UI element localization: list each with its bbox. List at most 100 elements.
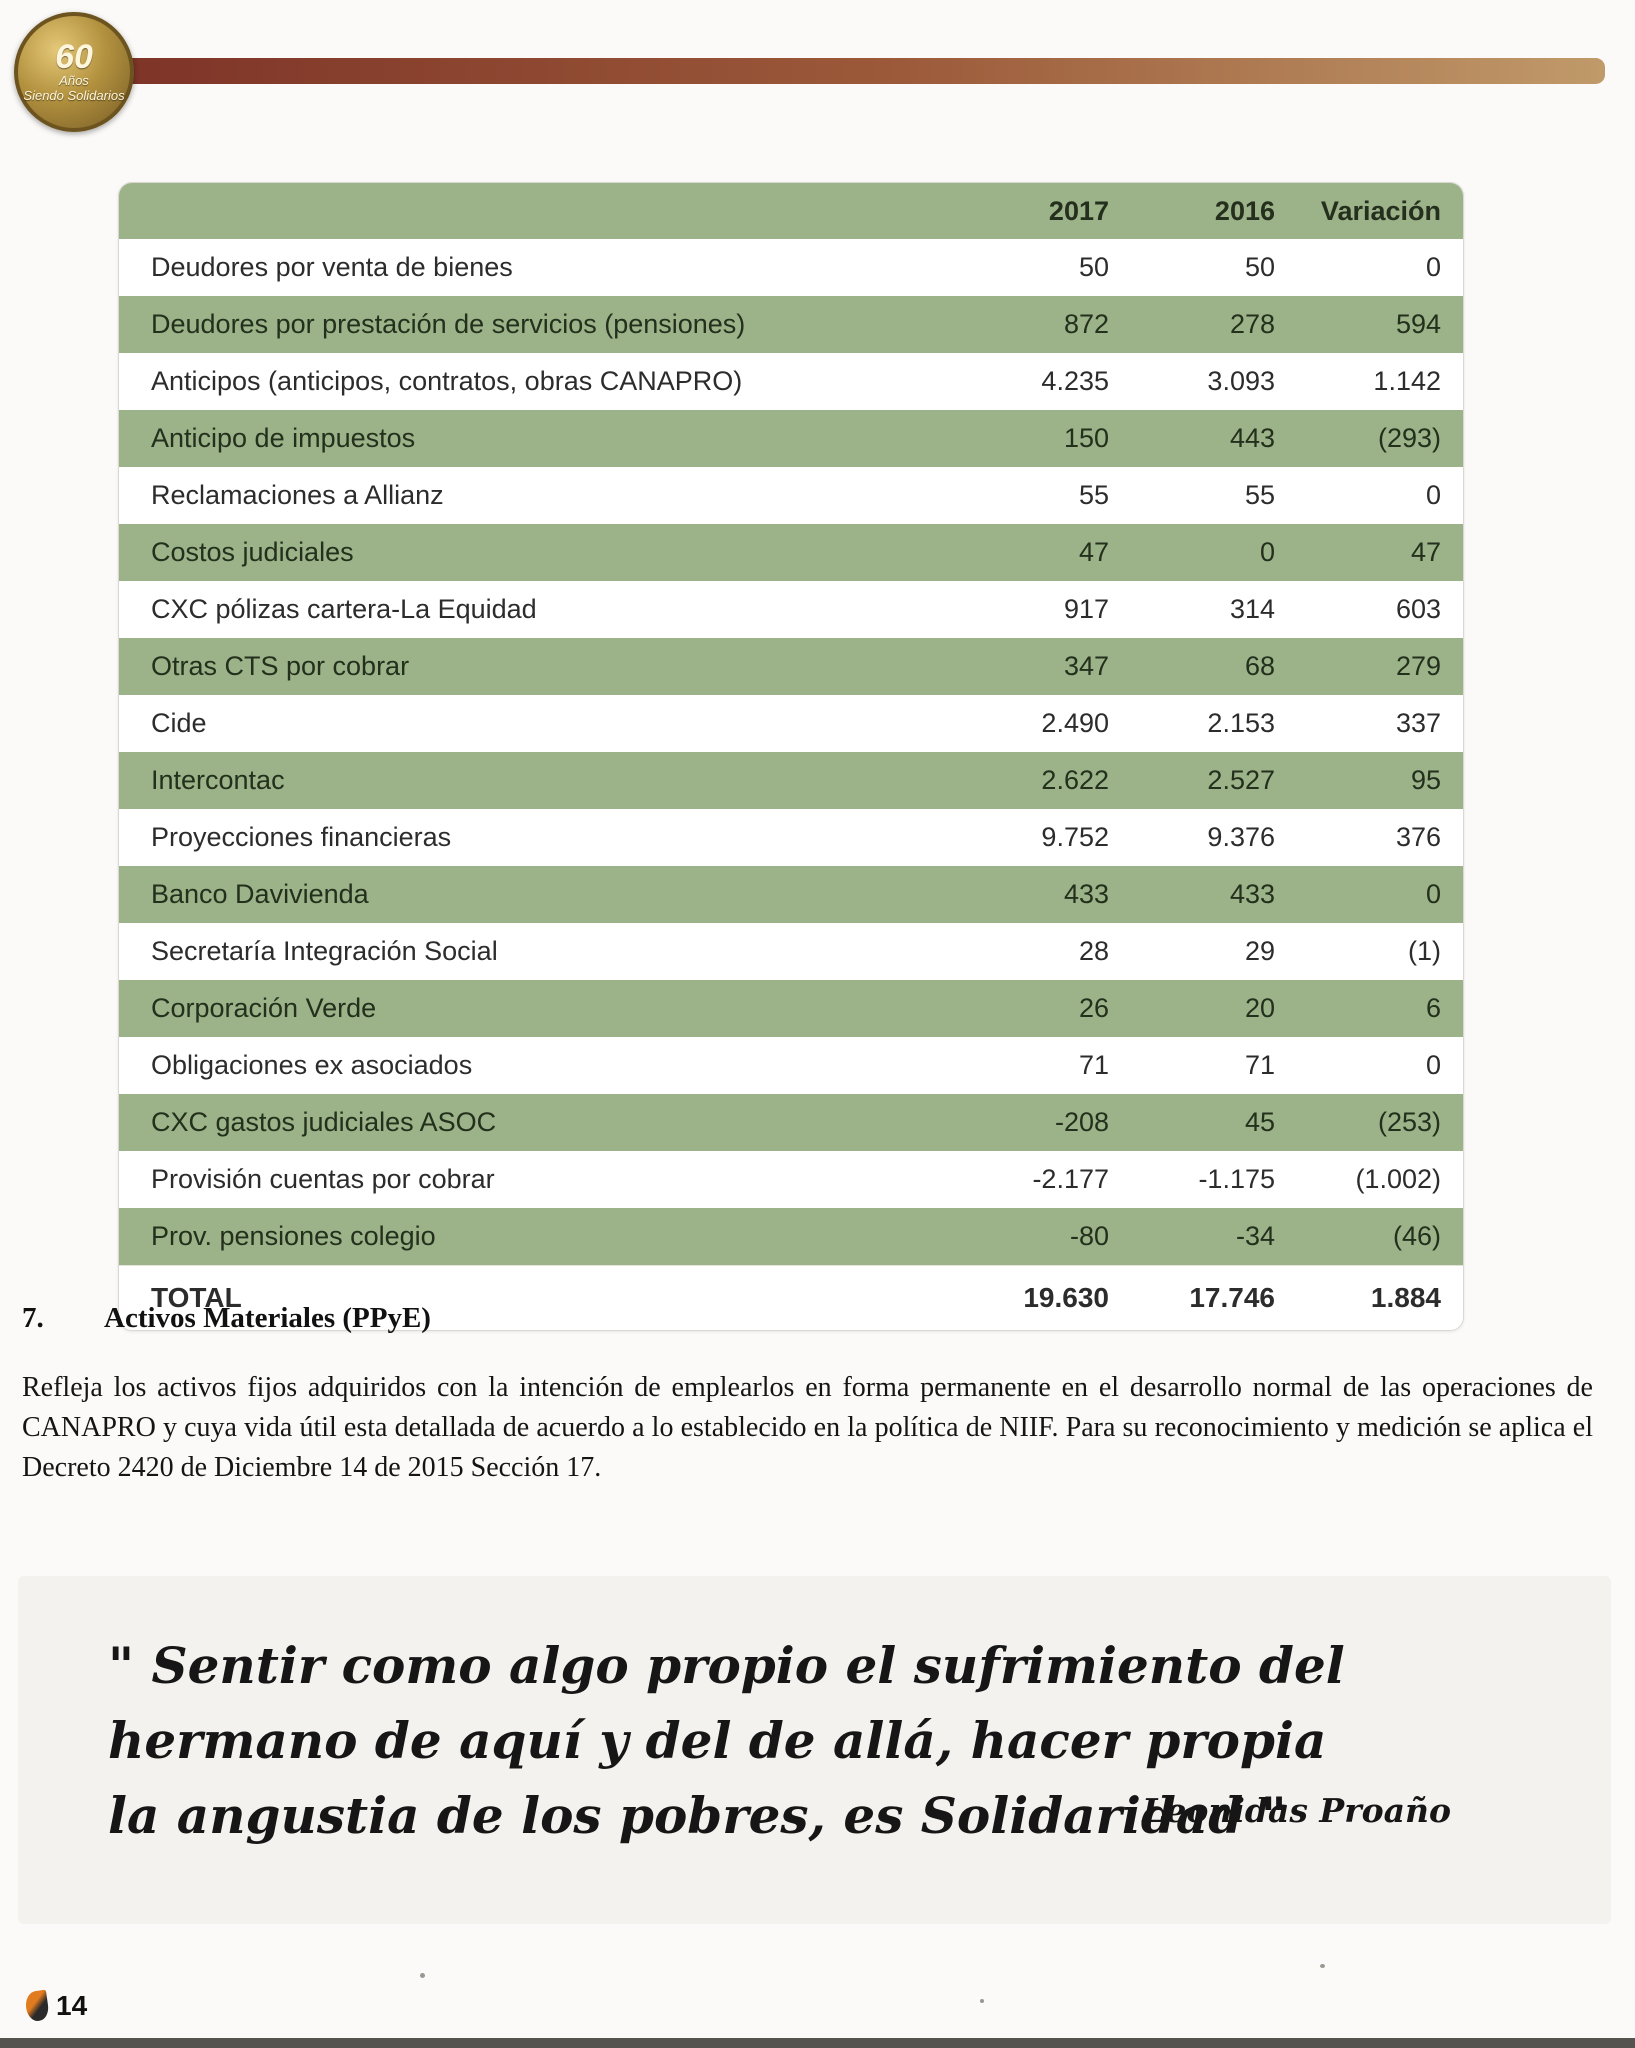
table-row: Provisión cuentas por cobrar -2.177 -1.1… — [119, 1151, 1463, 1208]
row-value-2016: 2.153 — [1207, 708, 1275, 738]
row-value-2017: -80 — [1069, 1221, 1109, 1251]
table-row: Costos judiciales 47 0 47 — [119, 524, 1463, 581]
table-total-row: TOTAL 19.630 17.746 1.884 — [119, 1265, 1463, 1330]
scan-speck — [420, 1973, 425, 1978]
total-2016: 17.746 — [1189, 1282, 1275, 1313]
quote-box: " Sentir como algo propio el sufrimiento… — [18, 1576, 1611, 1924]
row-value-2016: 20 — [1244, 993, 1275, 1023]
row-label: Anticipo de impuestos — [151, 423, 416, 453]
row-variation: 0 — [1425, 480, 1441, 510]
table-row: Cide 2.490 2.153 337 — [119, 695, 1463, 752]
table-row: CXC pólizas cartera-La Equidad 917 314 6… — [119, 581, 1463, 638]
row-value-2017: 47 — [1078, 537, 1109, 567]
header-2017: 2017 — [1048, 195, 1109, 226]
section-heading: 7. Activos Materiales (PPyE) — [22, 1302, 1595, 1335]
header-variacion: Variación — [1320, 195, 1441, 226]
row-value-2017: 50 — [1078, 252, 1109, 282]
scan-speck — [1320, 1964, 1325, 1968]
row-value-2016: -34 — [1235, 1221, 1275, 1251]
row-variation: 603 — [1395, 594, 1441, 624]
row-variation: 47 — [1410, 537, 1441, 567]
row-value-2017: 917 — [1063, 594, 1109, 624]
header-2016: 2016 — [1214, 195, 1275, 226]
table-body: Deudores por venta de bienes 50 50 0 Deu… — [119, 239, 1463, 1265]
row-variation: 6 — [1425, 993, 1441, 1023]
flame-logo-icon — [24, 1989, 50, 2023]
scan-bottom-edge — [0, 2038, 1635, 2048]
section-paragraph: Refleja los activos fijos adquiridos con… — [22, 1372, 1593, 1483]
section-number: 7. — [22, 1302, 44, 1334]
table-row: Anticipos (anticipos, contratos, obras C… — [119, 353, 1463, 410]
table-row: Corporación Verde 26 20 6 — [119, 980, 1463, 1037]
page-number: 14 — [56, 1990, 88, 2021]
row-label: Deudores por venta de bienes — [151, 252, 513, 282]
table-row: Reclamaciones a Allianz 55 55 0 — [119, 467, 1463, 524]
row-variation: (1.002) — [1355, 1164, 1441, 1194]
row-label: Prov. pensiones colegio — [151, 1221, 436, 1251]
row-variation: (1) — [1408, 936, 1441, 966]
row-value-2016: 433 — [1229, 879, 1275, 909]
row-variation: 594 — [1395, 309, 1441, 339]
row-variation: 1.142 — [1373, 366, 1441, 396]
table-row: Prov. pensiones colegio -80 -34 (46) — [119, 1208, 1463, 1265]
table-row: Intercontac 2.622 2.527 95 — [119, 752, 1463, 809]
decorative-header-bar — [45, 58, 1605, 84]
quote-text: " Sentir como algo propio el sufrimiento… — [108, 1636, 1345, 1845]
row-value-2017: 150 — [1063, 423, 1109, 453]
row-variation: 95 — [1410, 765, 1441, 795]
page-footer: 14 — [24, 1989, 88, 2023]
table-row: Secretaría Integración Social 28 29 (1) — [119, 923, 1463, 980]
row-value-2017: 9.752 — [1041, 822, 1109, 852]
section-title: Activos Materiales (PPyE) — [104, 1302, 431, 1334]
row-label: Proyecciones financieras — [151, 822, 452, 852]
quote-author: Leonidas Proaño — [1142, 1791, 1451, 1830]
table-row: Deudores por venta de bienes 50 50 0 — [119, 239, 1463, 296]
row-variation: (293) — [1377, 423, 1441, 453]
seal-text-anos: Años — [59, 73, 89, 89]
row-value-2016: 314 — [1229, 594, 1275, 624]
row-value-2016: 278 — [1229, 309, 1275, 339]
seal-text-siendo-solidarios: Siendo Solidarios — [23, 88, 125, 103]
accounts-receivable-table: 2017 2016 Variación Deudores por venta d… — [118, 182, 1464, 1331]
row-variation: (253) — [1377, 1107, 1441, 1137]
row-value-2016: 2.527 — [1207, 765, 1275, 795]
row-variation: 0 — [1425, 252, 1441, 282]
row-value-2016: -1.175 — [1198, 1164, 1275, 1194]
seal-number: 60 — [55, 38, 93, 77]
row-value-2017: 2.490 — [1041, 708, 1109, 738]
row-value-2016: 0 — [1259, 537, 1275, 567]
row-label: Intercontac — [151, 765, 285, 795]
row-label: CXC gastos judiciales ASOC — [151, 1107, 497, 1137]
row-label: Obligaciones ex asociados — [151, 1050, 473, 1080]
row-label: Corporación Verde — [151, 993, 377, 1023]
row-label: Anticipos (anticipos, contratos, obras C… — [151, 366, 743, 396]
row-value-2016: 55 — [1244, 480, 1275, 510]
row-value-2016: 68 — [1244, 651, 1275, 681]
row-value-2016: 3.093 — [1207, 366, 1275, 396]
anniversary-seal-logo: 60 Años Siendo Solidarios — [14, 12, 134, 132]
row-label: Reclamaciones a Allianz — [151, 480, 444, 510]
row-value-2016: 9.376 — [1207, 822, 1275, 852]
table-row: Deudores por prestación de servicios (pe… — [119, 296, 1463, 353]
row-variation: 279 — [1395, 651, 1441, 681]
row-variation: 376 — [1395, 822, 1441, 852]
row-value-2017: -2.177 — [1032, 1164, 1109, 1194]
row-value-2017: 26 — [1078, 993, 1109, 1023]
row-label: Secretaría Integración Social — [151, 936, 498, 966]
row-value-2017: 433 — [1063, 879, 1109, 909]
row-value-2017: 71 — [1078, 1050, 1109, 1080]
table-row: CXC gastos judiciales ASOC -208 45 (253) — [119, 1094, 1463, 1151]
row-variation: 337 — [1395, 708, 1441, 738]
row-value-2016: 71 — [1244, 1050, 1275, 1080]
total-2017: 19.630 — [1023, 1282, 1109, 1313]
table-row: Proyecciones financieras 9.752 9.376 376 — [119, 809, 1463, 866]
row-label: Provisión cuentas por cobrar — [151, 1164, 495, 1194]
row-value-2017: 2.622 — [1041, 765, 1109, 795]
row-value-2017: 872 — [1063, 309, 1109, 339]
table-header-row: 2017 2016 Variación — [119, 183, 1463, 239]
table-row: Otras CTS por cobrar 347 68 279 — [119, 638, 1463, 695]
row-label: Costos judiciales — [151, 537, 354, 567]
row-variation: 0 — [1425, 1050, 1441, 1080]
row-value-2017: -208 — [1054, 1107, 1109, 1137]
